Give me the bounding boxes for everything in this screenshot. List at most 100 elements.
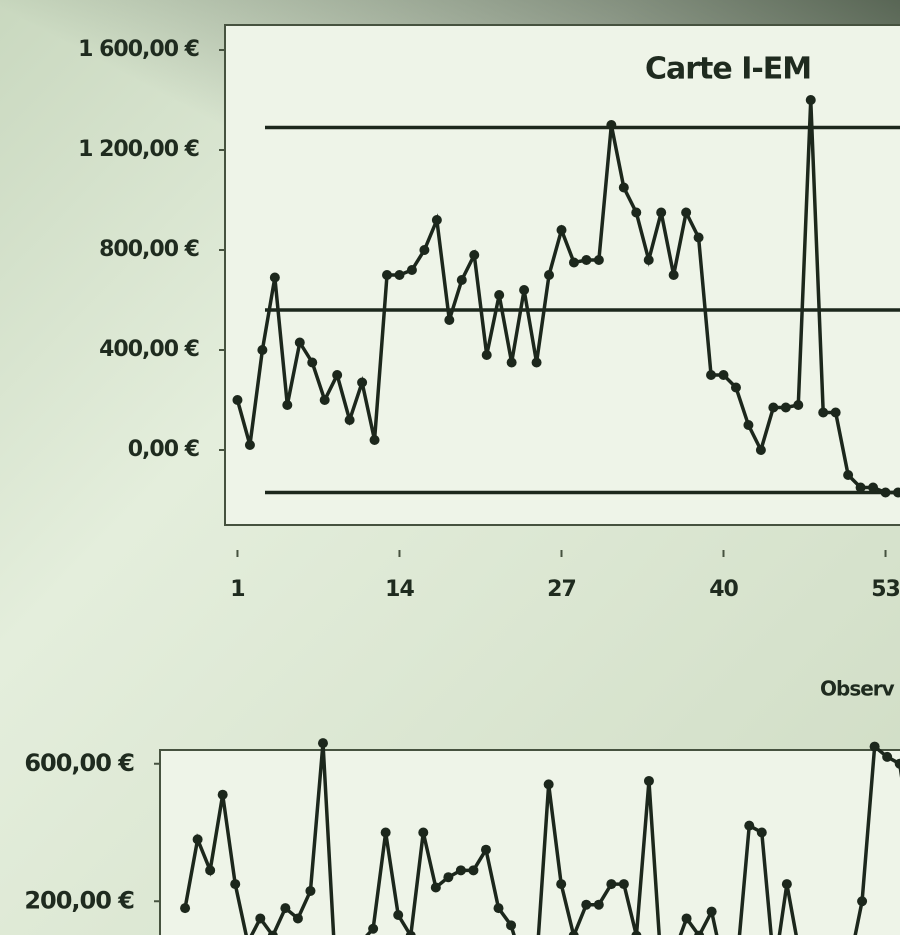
data-point — [744, 820, 755, 831]
data-point — [217, 789, 228, 800]
data-point — [531, 357, 542, 368]
chart-title: Carte I-EM — [645, 52, 811, 87]
data-point — [855, 482, 866, 493]
data-point — [380, 827, 391, 838]
data-point — [481, 350, 492, 360]
data-point — [544, 270, 555, 280]
data-point — [581, 899, 592, 910]
y-tick-label: 800,00 € — [99, 237, 199, 262]
data-point — [269, 272, 280, 283]
data-point — [880, 487, 891, 498]
data-point — [556, 879, 567, 890]
data-point — [568, 257, 579, 268]
data-point — [180, 903, 191, 914]
data-point — [405, 930, 416, 935]
y-tick-label: 400,00 € — [99, 337, 199, 362]
data-point — [656, 207, 667, 218]
data-point — [344, 415, 355, 425]
data-point — [455, 865, 466, 876]
data-point — [743, 420, 754, 430]
data-point — [506, 920, 517, 931]
x-tick-label: 27 — [547, 577, 576, 602]
data-point — [894, 758, 900, 769]
data-point — [681, 207, 692, 218]
plot-area — [224, 24, 900, 526]
data-point — [430, 882, 441, 893]
data-point — [205, 865, 216, 876]
y-tick-label: 600,00 € — [24, 749, 134, 777]
data-point — [419, 245, 430, 255]
data-point — [857, 896, 868, 907]
data-point — [681, 913, 692, 924]
data-point — [606, 879, 617, 890]
data-point — [780, 402, 791, 413]
data-point — [818, 407, 829, 418]
data-point — [643, 775, 654, 786]
data-point — [882, 751, 893, 762]
data-point — [431, 215, 442, 225]
data-point — [257, 345, 268, 355]
data-point — [394, 270, 405, 280]
data-point — [843, 470, 854, 480]
data-point — [568, 930, 579, 935]
data-point — [232, 395, 243, 405]
series-line — [235, 99, 900, 495]
series-line — [183, 742, 900, 935]
data-point — [593, 899, 604, 910]
data-point — [868, 482, 879, 493]
data-point — [618, 182, 629, 193]
x-tick-label: 14 — [385, 577, 414, 602]
data-point — [292, 913, 303, 924]
data-point — [382, 270, 393, 280]
data-point — [255, 913, 266, 924]
data-point — [393, 910, 404, 920]
data-point — [267, 930, 278, 935]
data-point — [805, 95, 816, 105]
data-point — [755, 445, 766, 455]
data-point — [631, 930, 642, 935]
data-point — [244, 440, 255, 450]
data-point — [793, 400, 804, 410]
data-point — [317, 738, 328, 749]
data-point — [519, 285, 530, 295]
data-point — [668, 270, 679, 280]
data-point — [631, 207, 642, 218]
data-point — [307, 357, 318, 368]
data-point — [869, 741, 880, 752]
data-point — [357, 377, 368, 388]
data-point — [494, 290, 505, 300]
y-tick-label: 0,00 € — [128, 437, 199, 462]
x-axis-label: Observ — [820, 677, 895, 701]
data-point — [543, 779, 554, 790]
y-tick-label: 200,00 € — [24, 886, 134, 914]
data-point — [493, 903, 504, 914]
data-point — [230, 879, 241, 890]
data-point — [418, 827, 429, 838]
data-point — [892, 487, 900, 498]
data-point — [768, 402, 779, 413]
data-point — [469, 250, 480, 260]
data-point — [556, 225, 567, 235]
data-point — [368, 923, 379, 934]
x-tick-label: 40 — [709, 577, 738, 602]
data-point — [444, 315, 455, 325]
data-point — [369, 435, 380, 445]
data-point — [319, 395, 330, 405]
data-point — [830, 407, 841, 418]
plot-area — [159, 749, 900, 935]
y-tick-label: 1 200,00 € — [78, 137, 199, 162]
data-point — [643, 255, 654, 265]
data-point — [593, 255, 604, 265]
data-point — [718, 370, 729, 380]
data-point — [781, 879, 792, 890]
data-point — [332, 370, 343, 380]
data-point — [581, 255, 592, 265]
data-point — [294, 337, 305, 348]
data-point — [618, 879, 629, 890]
data-point — [694, 930, 705, 935]
data-point — [693, 232, 704, 243]
data-point — [756, 827, 767, 838]
data-point — [480, 844, 491, 855]
data-point — [606, 120, 617, 130]
data-point — [305, 885, 316, 896]
